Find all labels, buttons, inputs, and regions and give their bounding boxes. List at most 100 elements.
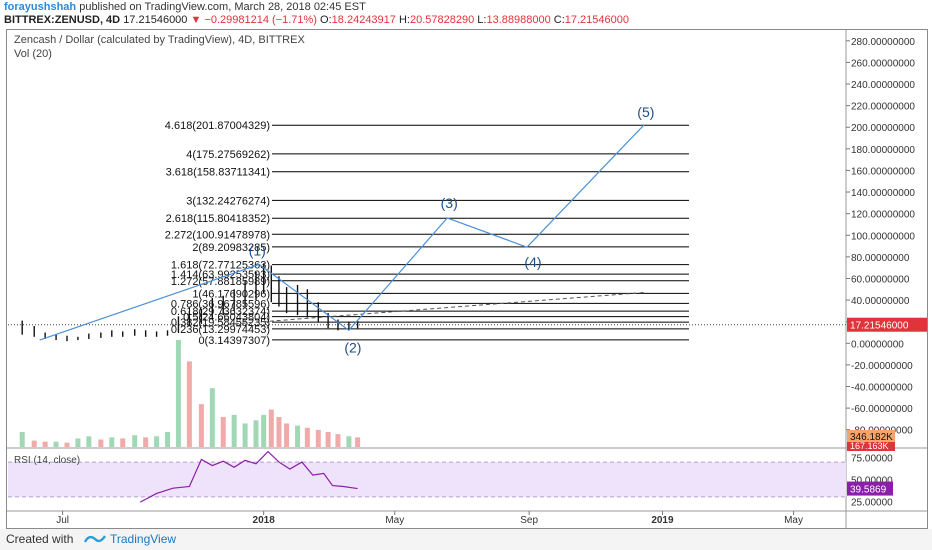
quote-line: BITTREX:ZENUSD, 4D 17.21546000 ▼ −0.2998… xyxy=(4,14,629,26)
volume-bar xyxy=(186,361,192,447)
volume-bar xyxy=(31,440,37,447)
close-label: C: xyxy=(553,14,565,26)
elliott-wave-path xyxy=(39,124,645,341)
volume-bar xyxy=(253,420,259,447)
chart-frame xyxy=(6,29,928,529)
x-tick-label: May xyxy=(385,515,404,526)
fib-level-label: 4(175.27569262) xyxy=(186,149,270,161)
y-tick-label: 220.00000000 xyxy=(851,102,915,113)
wave-label: (4) xyxy=(524,254,541,270)
y-tick-label: 0.00000000 xyxy=(851,339,904,350)
x-tick-label: 2019 xyxy=(651,515,674,526)
fib-level-label: 2.618(115.80418352) xyxy=(166,213,270,225)
volume-bar xyxy=(242,423,248,447)
y-tick-label: 120.00000000 xyxy=(851,210,915,221)
volume-bar xyxy=(109,437,115,447)
volume-bar xyxy=(120,438,126,447)
volume-bar xyxy=(154,436,160,447)
fib-level-label: 0.382(19.58455235) xyxy=(171,317,270,329)
last-price-badge-text: 17.21546000 xyxy=(850,321,909,332)
fib-level-label: 0.5(24.66043804) xyxy=(183,312,270,324)
fib-level-label: 2(89.20983285) xyxy=(192,242,270,254)
rsi-tick-label: 25.00000 xyxy=(851,497,893,508)
volume-bar xyxy=(132,435,138,447)
fib-level-label: 3.618(158.83711341) xyxy=(166,167,270,179)
y-tick-label: 240.00000000 xyxy=(851,80,915,91)
volume-bar xyxy=(346,436,352,447)
volume-bar xyxy=(175,340,181,447)
wave-label: (5) xyxy=(637,104,654,120)
volume-ma-badge-text: 346.182K xyxy=(850,432,893,443)
volume-bar xyxy=(53,441,59,447)
volume-ma-badge xyxy=(847,430,895,443)
volume-bar xyxy=(335,434,341,447)
rsi-tick-label: 50.00000 xyxy=(851,476,893,487)
symbol-label: BITTREX:ZENUSD, 4D xyxy=(4,14,121,26)
volume-bar xyxy=(276,417,282,447)
fib-level-label: 0.618(29.73632374) xyxy=(171,306,270,318)
y-tick-label: 260.00000000 xyxy=(851,58,915,69)
fib-level-label: 4.618(201.87004329) xyxy=(165,120,270,132)
y-tick-label: 280.00000000 xyxy=(851,37,915,48)
fib-level-label: 0.236(13.29974453) xyxy=(171,324,270,336)
volume-bar xyxy=(198,404,204,447)
volume-bar xyxy=(75,438,81,447)
volume-bar xyxy=(86,436,92,447)
created-with-label: Created with xyxy=(6,532,74,546)
x-tick-label: 2018 xyxy=(253,515,276,526)
high-value: 20.57828290 xyxy=(409,14,475,26)
volume-bar xyxy=(284,423,290,447)
volume-bar xyxy=(355,437,361,447)
volume-bar xyxy=(209,388,215,447)
trend-line xyxy=(206,292,644,327)
volume-label: Vol (20) xyxy=(14,48,52,60)
volume-bar xyxy=(268,409,274,447)
fib-level-label: 2.272(100.91478978) xyxy=(165,229,270,241)
x-tick-label: Sep xyxy=(520,515,538,526)
tradingview-brand-link[interactable]: TradingView xyxy=(110,532,177,546)
y-tick-label: 200.00000000 xyxy=(851,123,915,134)
publication-line: forayushshah published on TradingView.co… xyxy=(4,1,366,13)
x-tick-label: Jul xyxy=(56,515,69,526)
publication-text: published on TradingView.com, March 28, … xyxy=(79,1,366,13)
fib-level-label: 3(132.24276274) xyxy=(186,195,270,207)
y-tick-label: 40.00000000 xyxy=(851,296,910,307)
rsi-value-badge-text: 39.5869 xyxy=(850,485,887,496)
volume-bar xyxy=(64,442,70,447)
volume-bar xyxy=(304,427,310,447)
volume-bar xyxy=(42,441,48,447)
x-tick-label: May xyxy=(784,515,803,526)
y-tick-label: 160.00000000 xyxy=(851,166,915,177)
rsi-title: RSI (14, close) xyxy=(14,455,80,466)
y-tick-label: 100.00000000 xyxy=(851,231,915,242)
wave-label: (1) xyxy=(249,242,266,258)
down-arrow-icon: ▼ xyxy=(190,14,202,26)
volume-bar xyxy=(325,432,331,447)
last-price: 17.21546000 xyxy=(123,14,188,26)
volume-bar xyxy=(165,432,171,447)
price-change: −0.29981214 (−1.71%) xyxy=(204,14,317,26)
y-tick-label: -60.00000000 xyxy=(851,404,913,415)
rsi-band xyxy=(8,462,846,497)
last-price-badge xyxy=(847,317,927,332)
volume-bar xyxy=(231,414,237,447)
volume-bar xyxy=(220,417,226,447)
y-tick-label: 80.00000000 xyxy=(851,253,910,264)
chart-header: forayushshah published on TradingView.co… xyxy=(4,0,928,28)
author-link[interactable]: forayushshah xyxy=(4,1,77,13)
low-value: 13.88988000 xyxy=(486,14,551,26)
footer-bar: Created with TradingView xyxy=(0,529,932,550)
high-label: H: xyxy=(398,14,410,26)
rsi-line xyxy=(139,450,358,503)
wave-label: (2) xyxy=(344,339,361,355)
tradingview-logo-icon[interactable] xyxy=(84,533,106,545)
wave-label: (3) xyxy=(441,195,458,211)
fib-level-label: 1.414(63.99253593) xyxy=(171,269,270,281)
low-label: L: xyxy=(477,14,487,26)
volume-bar xyxy=(261,414,267,447)
volume-badge-text: 167.163K xyxy=(850,441,889,451)
y-tick-label: 60.00000000 xyxy=(851,274,910,285)
close-value: 17.21546000 xyxy=(564,14,629,26)
volume-bar xyxy=(19,432,25,447)
